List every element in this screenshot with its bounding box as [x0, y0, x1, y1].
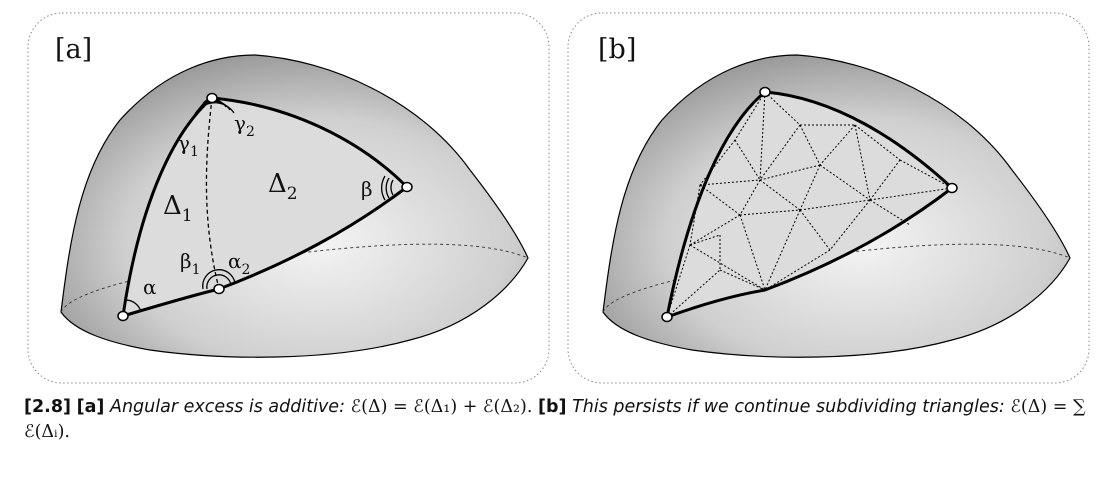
vertices-b [661, 86, 958, 323]
vertex-b-bottom-left [661, 311, 673, 323]
figure-caption: [2.8] [a] Angular excess is additive: ℰ(… [24, 395, 1094, 445]
panel-a: [a] [27, 12, 550, 384]
caption-figure-number: [2.8] [24, 397, 71, 417]
label-gamma1: γ1 [178, 131, 199, 160]
caption-part-a-text: Angular excess is additive: [109, 397, 345, 417]
triangulation-b [666, 91, 953, 318]
panel-b: [b] [567, 12, 1090, 384]
caption-part-b-tag: [b] [537, 397, 567, 417]
vertex-a-right [401, 181, 413, 193]
vertex-a-top [206, 92, 218, 104]
vertex-b-right [946, 182, 958, 194]
panel-b-tag: [b] [598, 34, 636, 65]
figure-diagram: [a] [27, 12, 1090, 384]
triangle-b [665, 90, 955, 320]
triangle-a [121, 96, 410, 319]
caption-part-b-formula: ℰ(Δ) = ∑ ℰ(Δᵢ). [24, 397, 1086, 442]
label-beta1: β1 [180, 249, 200, 278]
caption-part-a-tag: [a] [76, 397, 105, 417]
caption-part-a-formula: ℰ(Δ) = ℰ(Δ₁) + ℰ(Δ₂). [350, 397, 533, 417]
vertex-b-top [759, 86, 771, 98]
vertices-a [117, 92, 413, 322]
vertex-a-bottom-mid [213, 283, 225, 295]
label-gamma2: γ2 [234, 111, 255, 140]
surface-b-rim-hidden [602, 243, 1071, 313]
caption-part-b-text: This persists if we continue subdividing… [572, 397, 1005, 417]
label-alpha: α [143, 275, 157, 299]
surface-a-rim-hidden [60, 243, 529, 313]
triangle-a-split [205, 97, 220, 290]
panel-a-frame [27, 12, 550, 384]
label-beta: β [361, 177, 373, 201]
panel-b-frame [567, 12, 1090, 384]
label-delta2: Δ2 [268, 169, 298, 204]
panel-a-tag: [a] [55, 34, 92, 65]
label-alpha2: α2 [228, 249, 250, 278]
label-delta1: Δ1 [163, 191, 193, 226]
vertex-a-bottom-left [117, 310, 129, 322]
labels-a: γ1 γ2 Δ1 Δ2 β α β1 α2 [143, 111, 373, 299]
